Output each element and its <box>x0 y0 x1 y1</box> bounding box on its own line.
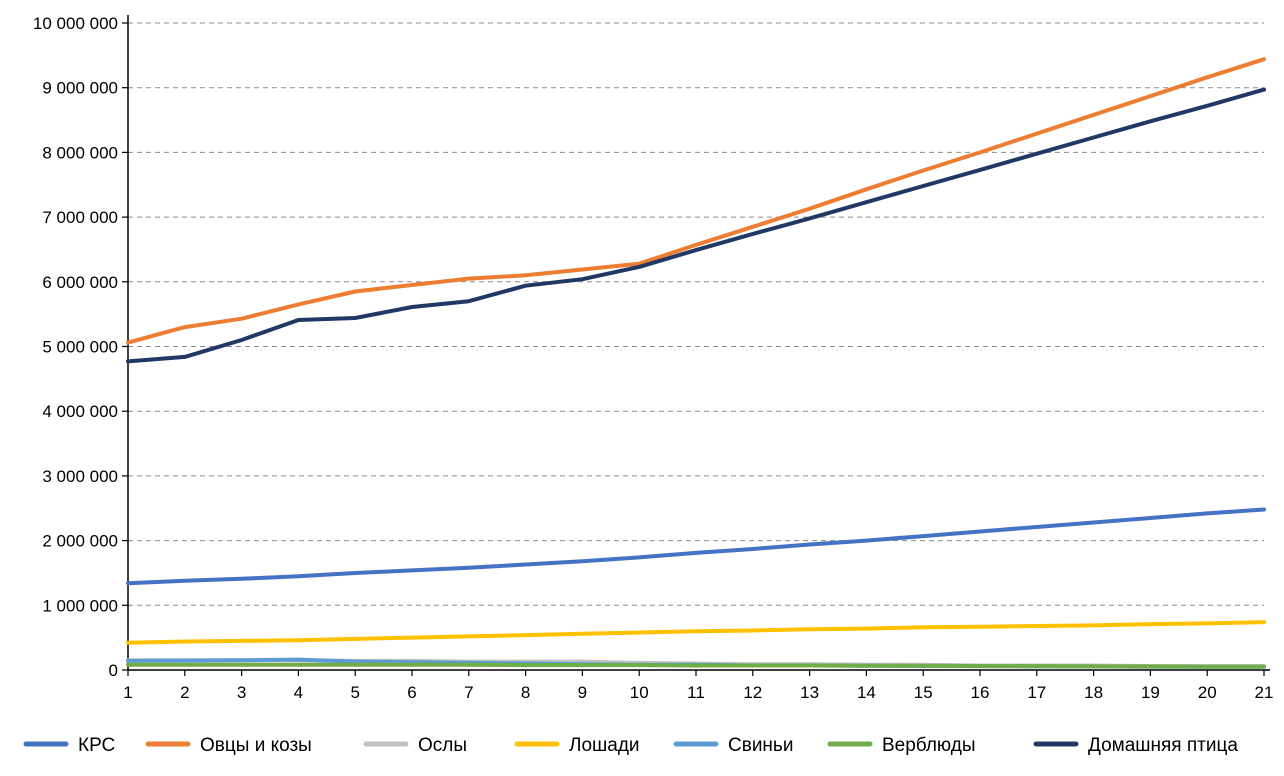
series-line-5 <box>126 662 1266 669</box>
x-tick-label: 14 <box>857 683 876 702</box>
y-tick-label: 3 000 000 <box>42 467 118 486</box>
x-tick-label: 4 <box>294 683 303 702</box>
y-tick-label: 2 000 000 <box>42 532 118 551</box>
y-tick-label: 9 000 000 <box>42 79 118 98</box>
legend-item: Верблюды <box>827 735 976 756</box>
x-tick-label: 21 <box>1255 683 1274 702</box>
y-tick-label: 10 000 000 <box>33 14 118 33</box>
x-tick-label: 10 <box>630 683 649 702</box>
legend-label: Овцы и козы <box>200 735 312 756</box>
x-tick-label: 13 <box>800 683 819 702</box>
legend-label: Ослы <box>418 735 467 756</box>
x-tick-label: 3 <box>237 683 246 702</box>
x-tick-label: 5 <box>350 683 359 702</box>
legend-label: Свиньи <box>728 735 793 756</box>
y-tick-label: 8 000 000 <box>42 143 118 162</box>
legend-label: КРС <box>78 735 115 756</box>
x-tick-label: 17 <box>1027 683 1046 702</box>
legend-item: Свиньи <box>673 735 793 756</box>
series-line-3 <box>126 620 1266 645</box>
legend-label: Лошади <box>569 735 640 756</box>
legend-label: Верблюды <box>882 735 976 756</box>
x-tick-label: 11 <box>687 683 705 702</box>
y-tick-label: 1 000 000 <box>42 596 118 615</box>
y-tick-label: 4 000 000 <box>42 402 118 421</box>
x-tick-label: 12 <box>743 683 762 702</box>
legend-item: Ослы <box>363 735 467 756</box>
legend-item: Лошади <box>514 735 640 756</box>
series-lines <box>126 57 1266 669</box>
y-tick-label: 0 <box>109 661 118 680</box>
grid-lines <box>128 22 1264 606</box>
axes: 0 1 000 000 2 000 000 3 000 000 4 000 000 5 0… <box>33 14 1274 702</box>
x-tick-label: 16 <box>971 683 990 702</box>
legend-item: КРС <box>23 735 115 756</box>
x-tick-label: 8 <box>521 683 530 702</box>
x-tick-label: 15 <box>914 683 933 702</box>
legend-item: Овцы и козы <box>145 735 312 756</box>
x-tick-label: 18 <box>1084 683 1103 702</box>
series-line-6 <box>126 87 1266 364</box>
legend-item: Домашняя птица <box>1033 735 1238 756</box>
y-tick-label: 6 000 000 <box>42 273 118 292</box>
legend: КРС Овцы и козы Ослы Лошади Свиньи Верблюды До… <box>23 735 1238 756</box>
x-tick-label: 20 <box>1198 683 1217 702</box>
legend-label: Домашняя птица <box>1088 735 1238 756</box>
y-tick-label: 7 000 000 <box>42 208 118 227</box>
x-tick-label: 6 <box>407 683 416 702</box>
y-tick-label: 5 000 000 <box>42 338 118 357</box>
series-line-0 <box>126 507 1266 586</box>
x-tick-label: 19 <box>1141 683 1160 702</box>
x-tick-label: 1 <box>123 683 132 702</box>
series-line-1 <box>126 57 1266 345</box>
x-tick-label: 9 <box>578 683 587 702</box>
x-tick-label: 7 <box>464 683 473 702</box>
x-tick-label: 2 <box>180 683 189 702</box>
